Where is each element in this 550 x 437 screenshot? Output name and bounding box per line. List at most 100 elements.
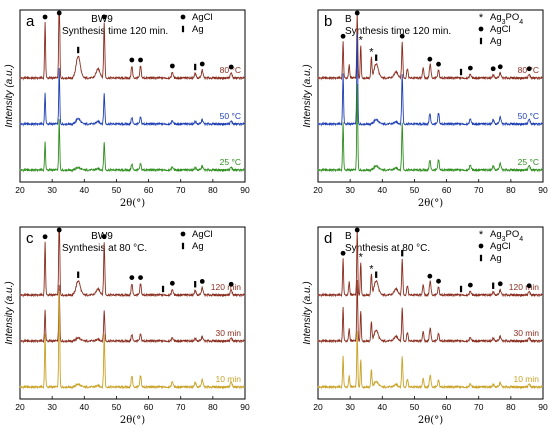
x-tick-label: 70 (176, 185, 186, 195)
x-tick-label: 40 (378, 185, 388, 195)
legend-circle-icon (180, 231, 186, 237)
series-label: 10 min (513, 374, 539, 384)
x-tick-label: 60 (144, 185, 154, 195)
xrd-series-line (317, 279, 544, 344)
legend-label: Ag (192, 241, 204, 252)
y-axis-label: Intensity (a.u.) (4, 281, 15, 344)
agcl-marker (228, 64, 234, 70)
x-tick-label: 70 (474, 185, 484, 195)
panel-sample-name: BW9 (91, 14, 113, 25)
ag3po4-marker: * (369, 264, 374, 276)
legend-label: AgCl (490, 24, 511, 35)
legend-entry: * Ag3PO4 (479, 229, 523, 243)
agcl-marker (354, 10, 360, 16)
x-tick-label: 50 (410, 402, 420, 412)
legend-label: Ag (192, 24, 204, 35)
agcl-marker (526, 66, 532, 72)
panel-sample-name: B (345, 231, 352, 242)
ag-marker (492, 282, 495, 289)
y-axis-label: Intensity (a.u.) (4, 64, 15, 127)
series-label: 30 min (215, 328, 241, 338)
agcl-marker (490, 66, 496, 72)
panel-d: 20 30 40 50 60 70 80 90 2θ(°) Intensity (a.u.) d BS… (302, 226, 548, 426)
agcl-marker (129, 57, 135, 63)
agcl-marker (497, 64, 503, 70)
legend-entry: AgCl (180, 12, 213, 23)
agcl-marker (56, 227, 62, 233)
x-tick-label: 20 (313, 402, 323, 412)
xrd-series-line (19, 11, 246, 81)
agcl-marker (467, 65, 473, 71)
series-label: 50 °C (518, 111, 539, 121)
panel-letter: a (26, 13, 35, 30)
x-tick-label: 30 (47, 402, 57, 412)
x-tick-label: 20 (15, 402, 25, 412)
x-tick-label: 40 (378, 402, 388, 412)
x-tick-label: 80 (506, 185, 516, 195)
agcl-marker (101, 14, 107, 20)
legend-bar-icon (181, 25, 185, 33)
plot-frame (19, 226, 246, 400)
xrd-series-line (19, 228, 246, 298)
panel-sample-name: B (345, 14, 352, 25)
agcl-marker (199, 279, 205, 284)
x-tick-label: 20 (15, 185, 25, 195)
panel-condition: Synthesis time 120 min. (345, 26, 451, 37)
legend-label: AgCl (490, 241, 511, 252)
agcl-marker (354, 227, 360, 233)
series-label: 80 °C (220, 65, 241, 75)
xrd-series-line (19, 290, 246, 390)
agcl-marker (340, 33, 346, 39)
x-tick-label: 50 (112, 185, 122, 195)
agcl-marker (138, 57, 143, 63)
ag-marker (194, 63, 197, 71)
x-tick-label: 80 (506, 402, 516, 412)
xrd-series-line (317, 229, 544, 298)
legend-label: Ag3PO4 (490, 229, 523, 243)
panel-b: 20 30 40 50 60 70 80 90 2θ(°) Intensity (a.u.) b BS… (302, 9, 548, 209)
agcl-marker (340, 250, 346, 256)
x-tick-label: 50 (112, 402, 122, 412)
x-tick-label: 70 (176, 402, 186, 412)
x-axis-label: 2θ(°) (418, 415, 443, 426)
x-tick-label: 60 (144, 402, 154, 412)
ag-marker (194, 281, 197, 288)
ag-marker (375, 54, 378, 61)
ag-marker (459, 285, 463, 293)
ag-marker (77, 271, 80, 278)
x-tick-label: 80 (208, 185, 218, 195)
y-axis-label: Intensity (a.u.) (302, 64, 313, 127)
agcl-marker (228, 281, 234, 287)
agcl-marker (427, 273, 433, 279)
series-label: 50 °C (220, 111, 241, 121)
panel-letter: d (324, 230, 332, 247)
ag-marker (77, 46, 80, 54)
x-tick-label: 20 (313, 185, 323, 195)
x-tick-label: 90 (240, 185, 250, 195)
x-tick-label: 90 (240, 402, 250, 412)
series-label: 25 °C (518, 157, 539, 167)
x-axis-label: 2θ(°) (418, 198, 443, 209)
legend-label: Ag (490, 253, 502, 264)
legend-label: Ag (490, 36, 502, 47)
agcl-marker (129, 275, 135, 280)
y-axis-label: Intensity (a.u.) (302, 281, 313, 344)
xrd-series-line (317, 32, 544, 127)
plot-frame (317, 226, 544, 400)
legend-circle-icon (180, 14, 186, 20)
agcl-marker (399, 33, 405, 39)
legend-bar-icon (479, 37, 483, 45)
ag3po4-marker: * (359, 252, 364, 264)
x-tick-label: 60 (442, 402, 452, 412)
legend-entry: Ag (181, 241, 204, 252)
xrd-series-line (317, 330, 544, 390)
x-tick-label: 80 (208, 402, 218, 412)
xrd-series-line (317, 83, 544, 173)
agcl-marker (526, 283, 532, 289)
legend-entry: * Ag3PO4 (479, 12, 523, 26)
legend-star-icon: * (479, 12, 484, 24)
x-tick-label: 60 (442, 185, 452, 195)
panel-condition: Synthesis time 120 min. (62, 26, 168, 37)
legend-entry: AgCl (180, 229, 213, 240)
